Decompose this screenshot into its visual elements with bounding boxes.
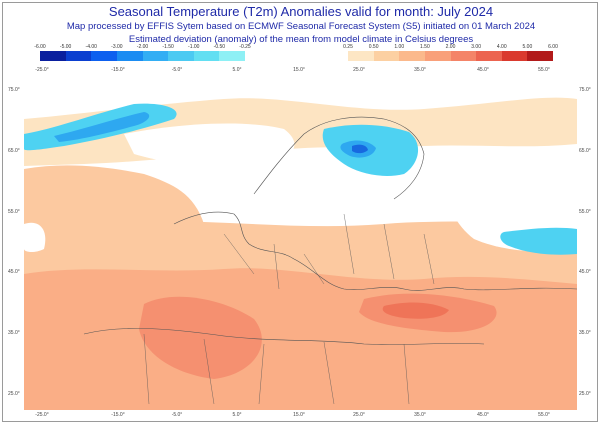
legend-positive-label: 1.00 <box>394 44 405 50</box>
legend-positive-label: 0.50 <box>368 44 379 50</box>
legend-negative-swatch <box>168 51 194 61</box>
anomaly-map <box>24 74 577 410</box>
longitude-label: 5.0° <box>232 67 242 73</box>
latitude-axis-right: 75.0° 65.0° 55.0° 45.0° 35.0° 25.0° <box>579 0 599 426</box>
legend-negative-label: -0.50 <box>213 44 226 50</box>
longitude-label: 35.0° <box>414 412 426 418</box>
longitude-label: 35.0° <box>414 67 426 73</box>
legend-negative-label: -5.00 <box>59 44 72 50</box>
latitude-label: 45.0° <box>579 269 591 275</box>
longitude-label: 25.0° <box>353 67 365 73</box>
legend-negative-label: -3.00 <box>111 44 123 50</box>
legend-negative-label: -1.50 <box>162 44 174 50</box>
coastline-scandinavia <box>253 116 425 200</box>
legend-negative-swatch <box>40 51 66 61</box>
longitude-label: 15.0° <box>293 412 305 418</box>
latitude-label: 25.0° <box>8 391 20 397</box>
longitude-label: -15.0° <box>111 67 125 73</box>
legend-positive-label: 5.00 <box>522 44 533 50</box>
latitude-label: 55.0° <box>579 209 591 215</box>
longitude-label: 25.0° <box>353 412 365 418</box>
map-title: Seasonal Temperature (T2m) Anomalies val… <box>108 4 494 19</box>
legend-positive-swatch <box>399 51 425 61</box>
longitude-label: 45.0° <box>477 412 489 418</box>
legend-negative-label: -0.25 <box>239 44 251 50</box>
legend-positive-swatch <box>424 51 451 61</box>
neutral-patch-north <box>124 123 295 167</box>
legend-positive-label: 1.50 <box>420 44 430 50</box>
legend-positive-anomalies: 0.25 0.50 1.00 1.50 2.00 3.00 4.00 5.00 6.00 <box>343 44 558 74</box>
legend-negative-swatch <box>116 51 143 61</box>
legend-negative-swatch <box>219 51 245 61</box>
legend-positive-label: 3.00 <box>471 44 481 50</box>
legend-negative-swatches <box>40 51 245 61</box>
legend-negative-swatch <box>142 51 169 61</box>
longitude-label: 55.0° <box>538 412 550 418</box>
latitude-label: 75.0° <box>8 87 20 93</box>
legend-positive-swatch <box>476 51 502 61</box>
legend-negative-anomalies: -6.00 -5.00 -4.00 -3.00 -2.00 -1.50 -1.00 -0.50… <box>34 44 251 74</box>
longitude-label: 45.0° <box>477 67 489 73</box>
latitude-axis-left: 75.0° 65.0° 55.0° 45.0° 35.0° 25.0° <box>8 0 28 426</box>
figure-frame <box>2 2 598 422</box>
warm-field-atlantic <box>24 165 204 224</box>
warm-hot-spot <box>382 302 449 319</box>
legend-negative-swatch <box>65 51 92 61</box>
longitude-label: 15.0° <box>293 67 305 73</box>
legend-positive-swatch <box>501 51 528 61</box>
cool-center-scandinavia <box>352 144 368 154</box>
legend-positive-swatch <box>348 51 374 61</box>
legend-negative-label: -4.00 <box>85 44 97 50</box>
neutral-patch-west <box>24 222 46 253</box>
latitude-label: 65.0° <box>579 148 591 154</box>
legend-positive-swatch <box>450 51 477 61</box>
longitude-label: -25.0° <box>35 67 49 73</box>
latitude-label: 35.0° <box>8 330 20 336</box>
legend-positive-label: 6.00 <box>548 44 558 50</box>
legend-negative-swatch <box>91 51 117 61</box>
map-subtitle-units: Estimated deviation (anomaly) of the mea… <box>128 34 474 45</box>
longitude-axis-bottom: -25.0° -15.0° -5.0° 5.0° 15.0° 25.0° 35.0° 45.0… <box>0 412 602 420</box>
longitude-axis-top: -25.0° -15.0° -5.0° 5.0° 15.0° 25.0° 35.0° 45.0… <box>0 67 602 75</box>
cool-patch-east <box>500 227 577 255</box>
longitude-label: -25.0° <box>35 412 49 418</box>
longitude-label: -15.0° <box>111 412 125 418</box>
legend-negative-swatch <box>193 51 220 61</box>
latitude-label: 65.0° <box>8 148 20 154</box>
legend-positive-label: 0.25 <box>343 44 353 50</box>
legend-positive-swatch <box>527 51 553 61</box>
legend-positive-swatch <box>373 51 400 61</box>
latitude-label: 45.0° <box>8 269 20 275</box>
coastline-europe <box>173 211 577 291</box>
legend-negative-label: -2.00 <box>136 44 149 50</box>
warm-strong-north-africa <box>139 296 262 379</box>
latitude-label: 35.0° <box>579 330 591 336</box>
latitude-label: 75.0° <box>579 87 591 93</box>
legend-positive-labels: 0.25 0.50 1.00 1.50 2.00 3.00 4.00 5.00 6.00 <box>343 44 558 51</box>
legend-negative-labels: -6.00 -5.00 -4.00 -3.00 -2.00 -1.50 -1.00 -0.50… <box>34 44 250 51</box>
legend-positive-label: 2.00 <box>445 44 456 50</box>
map-subtitle-processing: Map processed by EFFIS Sytem based on EC… <box>66 21 536 32</box>
border-lines <box>143 213 435 405</box>
latitude-label: 55.0° <box>8 209 20 215</box>
longitude-label: 55.0° <box>538 67 550 73</box>
legend-positive-swatches <box>348 51 553 61</box>
latitude-label: 25.0° <box>579 391 591 397</box>
longitude-label: -5.0° <box>171 67 183 73</box>
legend-negative-label: -6.00 <box>34 44 46 50</box>
cool-core-northwest <box>54 112 150 142</box>
legend-positive-label: 4.00 <box>496 44 507 50</box>
longitude-label: -5.0° <box>171 412 183 418</box>
longitude-label: 5.0° <box>232 412 242 418</box>
legend-negative-label: -1.00 <box>188 44 200 50</box>
coastline-africa <box>83 328 485 345</box>
